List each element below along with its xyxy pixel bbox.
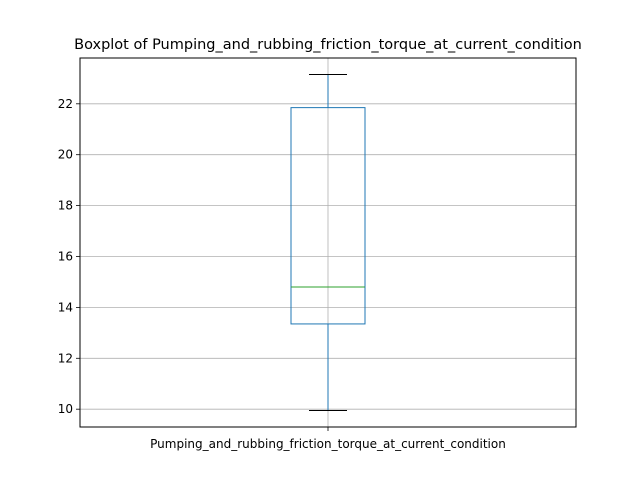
- x-tick-label: Pumping_and_rubbing_friction_torque_at_c…: [150, 437, 506, 451]
- chart-title: Boxplot of Pumping_and_rubbing_friction_…: [74, 37, 582, 53]
- y-tick-label: 22: [58, 97, 73, 111]
- y-tick-label: 14: [58, 300, 73, 314]
- x-axis: Pumping_and_rubbing_friction_torque_at_c…: [150, 427, 506, 451]
- y-tick-label: 16: [58, 249, 73, 263]
- y-tick-label: 18: [58, 199, 73, 213]
- y-tick-label: 20: [58, 148, 73, 162]
- grid-layer: [80, 58, 576, 427]
- y-tick-label: 10: [58, 402, 73, 416]
- iqr-box: [290, 107, 366, 325]
- y-axis: 10 12 14 16 18 20 22: [58, 97, 80, 416]
- y-tick-label: 12: [58, 351, 73, 365]
- box-layer: [290, 74, 366, 411]
